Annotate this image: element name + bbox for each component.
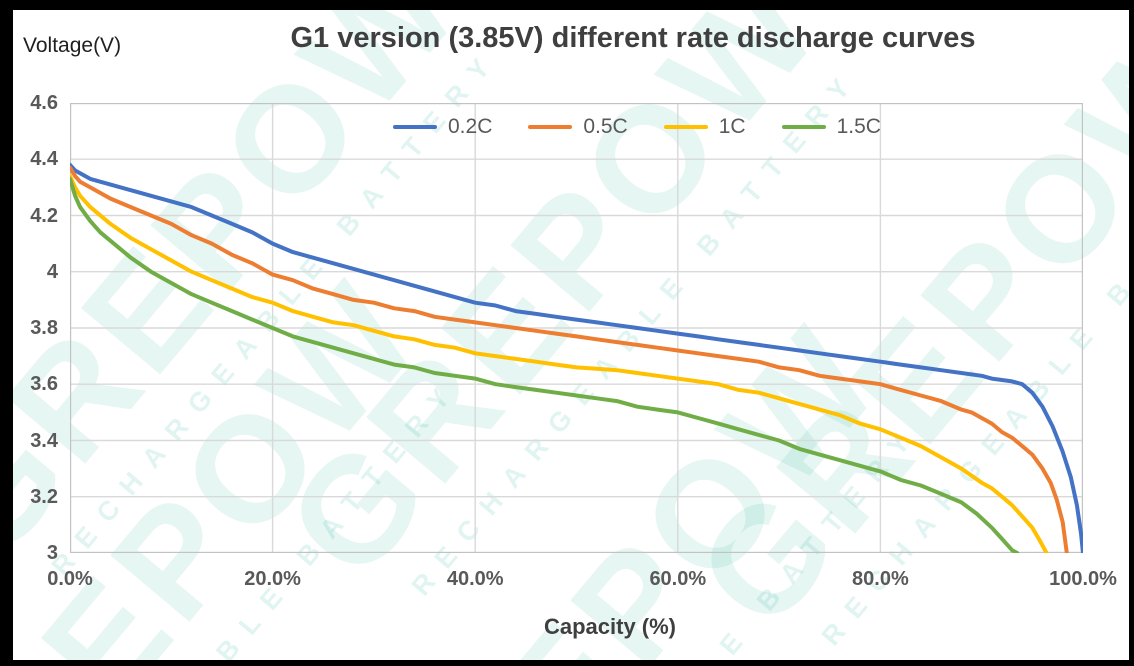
legend-swatch-icon <box>781 125 826 129</box>
legend-label: 0.5C <box>583 115 628 138</box>
chart-card: GREPOW RECHARGEABLE BATTERY GREPOW RECHA… <box>13 10 1129 660</box>
y-tick-label: 3 <box>46 542 58 564</box>
x-tick-label: 100.0% <box>1049 568 1117 590</box>
legend-item-1.5C: 1.5C <box>781 115 881 139</box>
legend-item-1C: 1C <box>663 115 746 139</box>
y-tick-label: 3.2 <box>30 485 58 508</box>
series-line-1.5C <box>70 176 1020 553</box>
x-tick-label: 20.0% <box>244 568 301 590</box>
legend-swatch-icon <box>528 125 573 129</box>
legend-swatch-icon <box>393 125 437 129</box>
x-tick-label: 60.0% <box>649 568 707 590</box>
y-tick-label: 4 <box>46 260 58 283</box>
plot-area <box>70 103 1083 553</box>
y-tick-label: 4.6 <box>30 92 58 114</box>
legend-label: 1C <box>718 115 746 138</box>
legend-label: 0.2C <box>448 115 493 138</box>
series-line-0.2C <box>70 162 1083 553</box>
y-tick-label: 4.2 <box>30 204 58 227</box>
legend-item-0.2C: 0.2C <box>393 115 492 139</box>
series-line-1C <box>70 174 1049 553</box>
x-tick-label: 0.0% <box>47 568 93 590</box>
y-axis-title: Voltage(V) <box>23 34 122 57</box>
x-axis-title: Capacity (%) <box>543 614 677 639</box>
y-tick-label: 4.4 <box>30 148 58 171</box>
x-tick-label: 40.0% <box>446 568 504 590</box>
legend-label: 1.5C <box>836 115 881 138</box>
legend-item-0.5C: 0.5C <box>528 115 628 139</box>
legend-swatch-icon <box>663 125 708 129</box>
y-tick-label: 3.6 <box>30 373 58 396</box>
plot-border <box>70 103 1083 553</box>
y-tick-label: 3.8 <box>30 317 58 339</box>
chart-title: G1 version (3.85V) different rate discha… <box>290 22 976 54</box>
series-line-0.5C <box>70 165 1069 553</box>
chart-legend: 0.2C 0.5C 1C 1.5C <box>393 115 881 139</box>
x-tick-label: 80.0% <box>852 568 909 590</box>
y-tick-label: 3.4 <box>30 429 58 452</box>
